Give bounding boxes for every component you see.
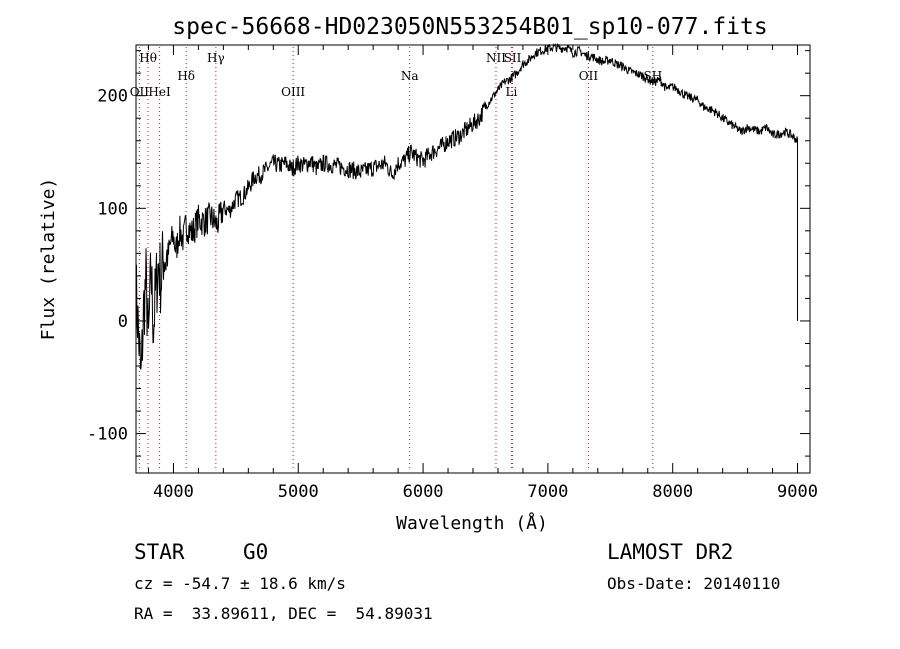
spectral-line-label: NII bbox=[486, 51, 506, 65]
object-subclass: G0 bbox=[243, 540, 269, 564]
spectral-line-label: OII bbox=[130, 85, 150, 99]
y-tick-label: -100 bbox=[87, 425, 128, 445]
x-tick-label: 9000 bbox=[777, 482, 818, 502]
spectral-line-label: SII bbox=[504, 51, 522, 65]
spectral-line-label: Hθ bbox=[139, 51, 157, 65]
object-class: STAR bbox=[134, 540, 185, 564]
spectral-line-label: OII bbox=[579, 69, 599, 83]
axis-ticks: 4000 5000 6000 7000 8000 9000 -100 0 100 200 bbox=[87, 45, 818, 502]
x-axis-label: Wavelength (Å) bbox=[396, 512, 548, 534]
y-axis-label: Flux (relative) bbox=[38, 178, 59, 341]
chart-title: spec-56668-HD023050N553254B01_sp10-077.f… bbox=[172, 14, 767, 40]
y-tick-label: 100 bbox=[97, 199, 128, 219]
spectral-line-label: Hγ bbox=[207, 51, 225, 65]
x-tick-label: 7000 bbox=[527, 482, 568, 502]
spectral-line-label: OIII bbox=[281, 85, 305, 99]
spectral-line-label: Li bbox=[506, 85, 518, 99]
spectrum-line bbox=[135, 42, 798, 370]
coordinates: RA = 33.89611, DEC = 54.89031 bbox=[134, 604, 433, 623]
spectral-line-label: Hδ bbox=[177, 69, 195, 83]
survey-name: LAMOST DR2 bbox=[607, 540, 734, 564]
y-tick-label: 200 bbox=[97, 87, 128, 107]
spectral-line-label: HeI bbox=[148, 85, 171, 99]
spectral-line-label: Na bbox=[401, 69, 419, 83]
x-tick-label: 5000 bbox=[278, 482, 319, 502]
x-tick-label: 8000 bbox=[652, 482, 693, 502]
x-tick-label: 4000 bbox=[153, 482, 194, 502]
y-tick-label: 0 bbox=[118, 312, 128, 332]
observation-date: Obs-Date: 20140110 bbox=[607, 574, 781, 593]
x-tick-label: 6000 bbox=[403, 482, 444, 502]
redshift-velocity: cz = -54.7 ± 18.6 km/s bbox=[134, 574, 346, 593]
